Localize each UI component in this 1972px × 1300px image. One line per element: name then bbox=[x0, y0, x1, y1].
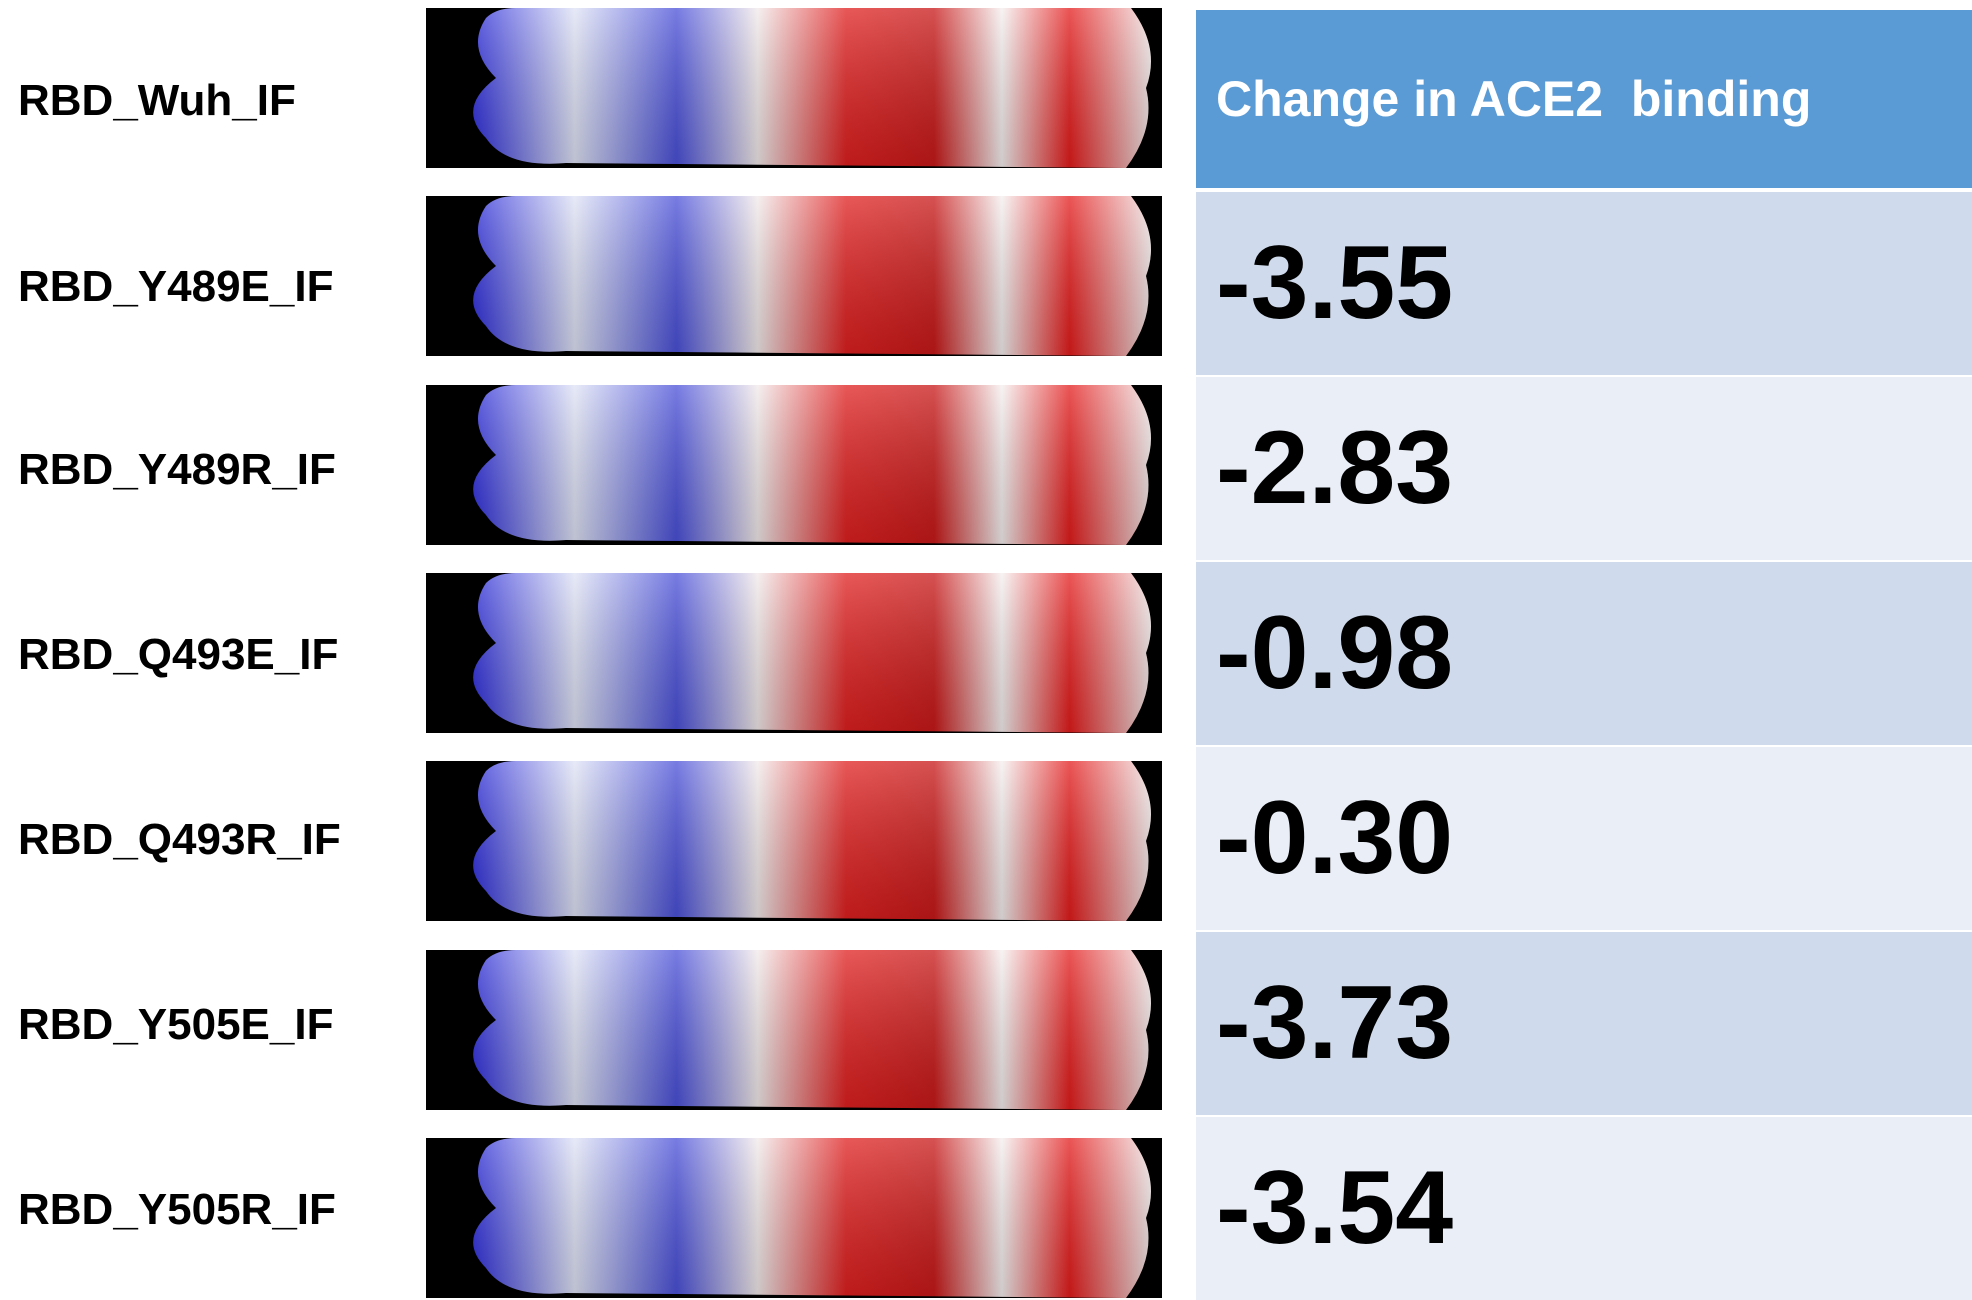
binding-value: -2.83 bbox=[1196, 377, 1972, 560]
row-label: RBD_Q493R_IF bbox=[18, 815, 341, 865]
surface-image bbox=[426, 8, 1162, 168]
row-label: RBD_Y505R_IF bbox=[18, 1185, 336, 1235]
surface-image bbox=[426, 950, 1162, 1110]
row-label: RBD_Y489R_IF bbox=[18, 445, 336, 495]
binding-value: -3.55 bbox=[1196, 192, 1972, 375]
surface-image bbox=[426, 196, 1162, 356]
surface-image bbox=[426, 761, 1162, 921]
row-label: RBD_Wuh_IF bbox=[18, 76, 296, 126]
surface-image bbox=[426, 1138, 1162, 1298]
binding-value: -3.54 bbox=[1196, 1117, 1972, 1300]
binding-value: -3.73 bbox=[1196, 932, 1972, 1115]
row-label: RBD_Y505E_IF bbox=[18, 1000, 333, 1050]
page: Change in ACE2 binding (() => { const da… bbox=[0, 0, 1972, 1293]
binding-value: -0.30 bbox=[1196, 747, 1972, 930]
surface-image bbox=[426, 573, 1162, 733]
table-header: Change in ACE2 binding bbox=[1196, 10, 1972, 188]
row-label: RBD_Q493E_IF bbox=[18, 630, 338, 680]
binding-value: -0.98 bbox=[1196, 562, 1972, 745]
row-label: RBD_Y489E_IF bbox=[18, 262, 333, 312]
surface-image bbox=[426, 385, 1162, 545]
